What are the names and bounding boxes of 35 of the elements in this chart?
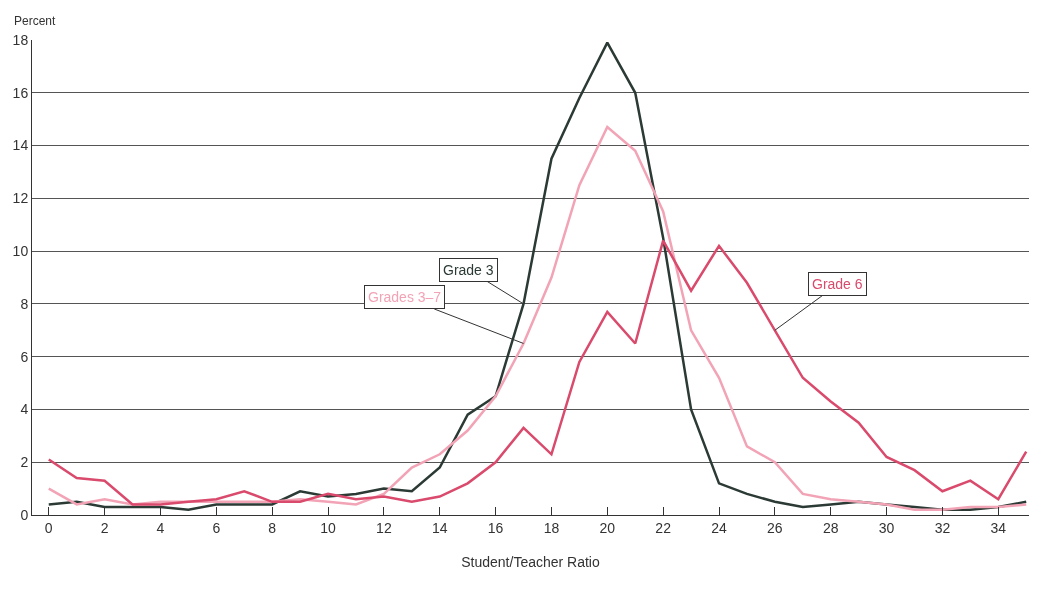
x-axis-title: Student/Teacher Ratio [461, 554, 600, 571]
y-tick-label: 16 [12, 84, 29, 101]
line-series [47, 239, 1028, 506]
x-tick-label: 12 [376, 519, 392, 536]
y-tick-label: 8 [20, 295, 29, 312]
y-tick-label: 4 [20, 401, 29, 418]
text: Grades 3–7 [368, 289, 442, 305]
x-tick-label: 16 [487, 519, 504, 536]
x-tick-label: 10 [320, 519, 337, 536]
x-tick-label: 26 [767, 519, 783, 536]
x-tick-label: 30 [878, 519, 895, 536]
y-tick-label: 18 [12, 31, 29, 48]
x-tick-label: 6 [212, 519, 221, 536]
x-tick-label: 32 [934, 519, 951, 536]
y-axis-title: Percent [14, 14, 57, 28]
x-tick-label: 20 [599, 519, 616, 536]
x-tick-label: 28 [822, 519, 839, 536]
text: Grade 3 [443, 262, 494, 278]
y-tick-label: 6 [20, 348, 29, 365]
y-tick-label: 10 [12, 243, 29, 260]
text: Grade 6 [812, 276, 863, 292]
x-tick-label: 34 [990, 519, 1007, 536]
x-tick-label: 2 [100, 519, 109, 536]
y-tick-label: 0 [20, 506, 29, 523]
x-tick-label: 0 [44, 519, 53, 536]
x-tick-label: 8 [268, 519, 277, 536]
x-tick-label: 14 [431, 519, 448, 536]
x-tick-label: 4 [156, 519, 165, 536]
y-tick-label: 12 [12, 190, 29, 207]
x-tick-label: 22 [655, 519, 672, 536]
line-series [47, 125, 1028, 511]
y-tick-label: 14 [12, 137, 29, 154]
y-tick-label: 2 [20, 454, 29, 471]
x-tick-label: 24 [711, 519, 728, 536]
x-tick-label: 18 [543, 519, 560, 536]
